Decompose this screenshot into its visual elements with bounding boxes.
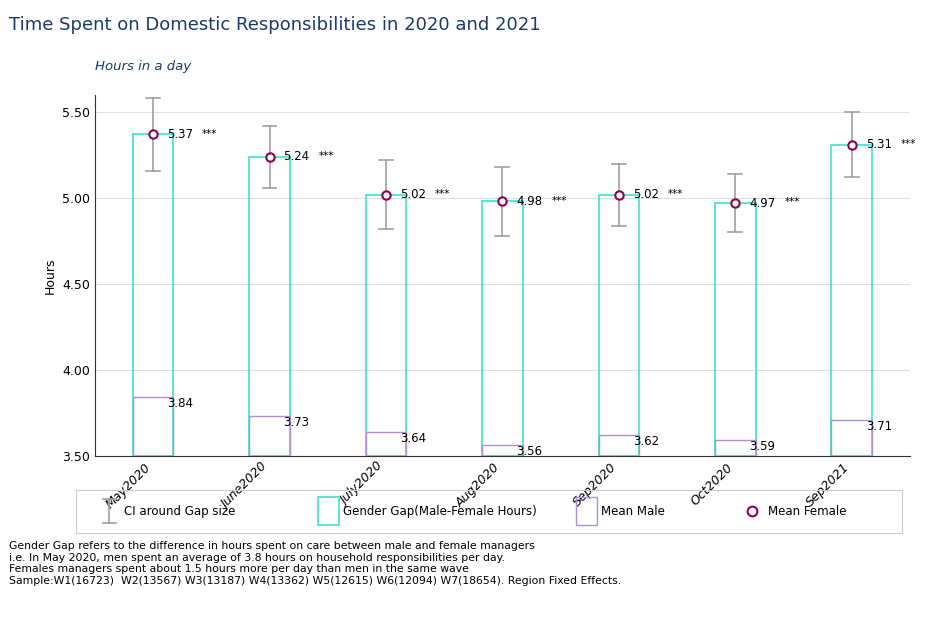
Bar bbox=[249, 157, 290, 456]
Bar bbox=[482, 446, 523, 456]
Text: 4.98: 4.98 bbox=[517, 195, 542, 208]
Text: 5.37: 5.37 bbox=[167, 128, 193, 141]
Text: 5.02: 5.02 bbox=[633, 188, 659, 201]
Text: ***: *** bbox=[784, 197, 800, 208]
Text: Hours in a day: Hours in a day bbox=[95, 60, 191, 73]
Text: ***: *** bbox=[552, 196, 567, 206]
Text: ***: *** bbox=[319, 151, 334, 161]
Text: 4.97: 4.97 bbox=[749, 197, 775, 210]
Text: 3.71: 3.71 bbox=[866, 420, 892, 433]
Bar bbox=[318, 497, 338, 525]
Text: CI around Gap size: CI around Gap size bbox=[124, 505, 236, 518]
Bar bbox=[249, 417, 290, 456]
Text: 3.62: 3.62 bbox=[633, 435, 659, 448]
Text: 3.64: 3.64 bbox=[400, 432, 426, 445]
Text: Mean Female: Mean Female bbox=[768, 505, 847, 518]
Bar bbox=[133, 398, 173, 456]
Text: 5.02: 5.02 bbox=[400, 188, 426, 201]
Text: 3.59: 3.59 bbox=[749, 441, 775, 453]
Text: Gender Gap(Male-Female Hours): Gender Gap(Male-Female Hours) bbox=[343, 505, 537, 518]
Text: ***: *** bbox=[435, 189, 450, 199]
Bar bbox=[831, 145, 872, 456]
Bar bbox=[831, 420, 872, 456]
Text: 5.31: 5.31 bbox=[866, 138, 892, 151]
Text: 3.56: 3.56 bbox=[517, 446, 542, 458]
Text: ***: *** bbox=[901, 139, 916, 149]
Text: ***: *** bbox=[667, 189, 684, 199]
Text: Gender Gap refers to the difference in hours spent on care between male and fema: Gender Gap refers to the difference in h… bbox=[9, 541, 622, 586]
Text: ***: *** bbox=[202, 128, 217, 139]
Bar bbox=[133, 134, 173, 456]
Bar bbox=[482, 201, 523, 456]
Bar bbox=[576, 497, 597, 525]
Bar bbox=[598, 435, 639, 456]
Bar bbox=[366, 432, 407, 456]
Bar bbox=[366, 194, 407, 456]
Text: 3.84: 3.84 bbox=[167, 398, 193, 410]
Text: 5.24: 5.24 bbox=[283, 150, 310, 163]
Bar bbox=[715, 203, 756, 456]
Bar bbox=[598, 194, 639, 456]
Text: Time Spent on Domestic Responsibilities in 2020 and 2021: Time Spent on Domestic Responsibilities … bbox=[9, 16, 541, 34]
Text: Mean Male: Mean Male bbox=[601, 505, 665, 518]
Text: 3.73: 3.73 bbox=[283, 417, 309, 429]
Bar bbox=[715, 441, 756, 456]
Y-axis label: Hours: Hours bbox=[44, 257, 56, 294]
